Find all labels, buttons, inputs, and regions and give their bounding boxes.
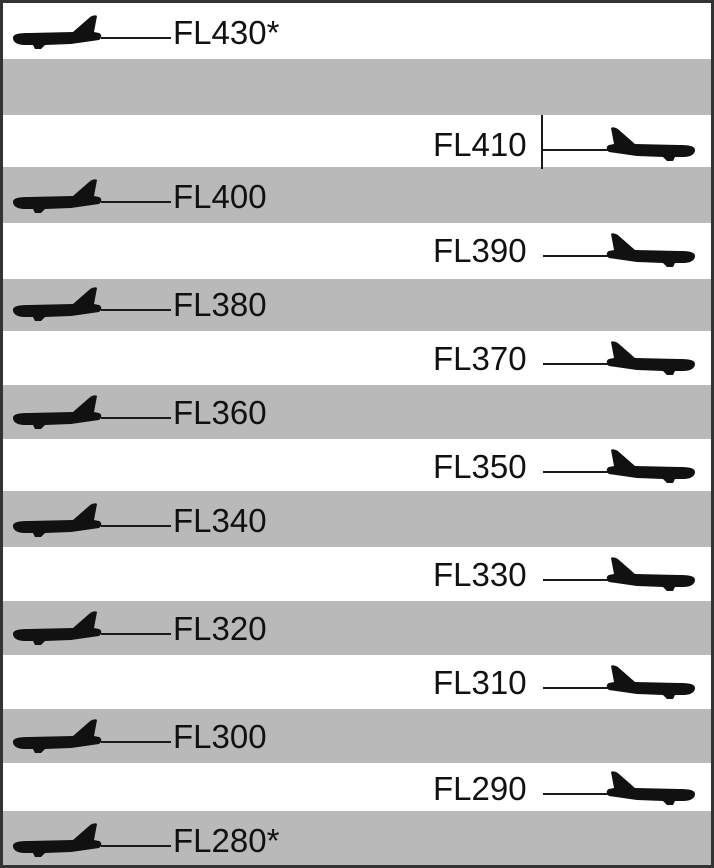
level-connector [101,201,171,203]
band-fl330 [3,547,711,601]
level-fl380: FL380 [3,275,711,329]
band-fl360 [3,385,711,439]
level-label: FL360 [173,394,267,431]
band-fl390 [3,223,711,279]
level-connector [543,149,613,151]
level-connector [101,309,171,311]
level-label: FL330 [433,556,527,593]
airplane-silhouette-icon [605,760,697,806]
level-label: FL390 [433,232,527,269]
level-label: FL430* [173,14,280,51]
level-label: FL350 [433,448,527,485]
level-label: FL300 [173,718,267,755]
level-connector [101,417,171,419]
band-fl370 [3,331,711,385]
airplane-silhouette-icon [11,168,103,214]
band-fl320 [3,601,711,655]
airplane-silhouette-icon [11,4,103,50]
band-fl300 [3,709,711,763]
level-fl390: FL390 [3,221,711,275]
level-connector [101,37,171,39]
airplane-silhouette-icon [605,330,697,376]
level-tick [541,115,543,169]
airplane-silhouette-icon [11,708,103,754]
band-fl410 [3,115,711,167]
band-fl400 [3,167,711,223]
level-fl370: FL370 [3,329,711,383]
band-fl310 [3,655,711,709]
airplane-silhouette-icon [11,384,103,430]
level-label: FL290 [433,770,527,807]
airplane-silhouette-icon [605,438,697,484]
level-fl280: FL280* [3,811,711,865]
level-fl310: FL310 [3,653,711,707]
level-connector [101,845,171,847]
level-connector [543,687,613,689]
level-fl430: FL430* [3,3,711,57]
level-connector [101,633,171,635]
level-label: FL310 [433,664,527,701]
airplane-silhouette-icon [605,116,697,162]
level-label: FL410 [433,126,527,163]
level-fl290: FL290 [3,759,711,813]
airplane-silhouette-icon [11,276,103,322]
band-fl430 [3,3,711,59]
level-label: FL400 [173,178,267,215]
level-label: FL320 [173,610,267,647]
level-fl350: FL350 [3,437,711,491]
level-label: FL340 [173,502,267,539]
level-connector [101,525,171,527]
band-fl340 [3,491,711,547]
airplane-silhouette-icon [11,492,103,538]
level-connector [543,255,613,257]
level-label: FL380 [173,286,267,323]
airplane-silhouette-icon [605,546,697,592]
airplane-silhouette-icon [605,654,697,700]
level-label: FL370 [433,340,527,377]
level-fl410: FL410 [3,115,711,169]
band-fl280 [3,811,711,865]
band-fl350 [3,439,711,491]
band-fl420 [3,59,711,115]
level-label: FL280* [173,822,280,859]
level-connector [101,741,171,743]
level-fl340: FL340 [3,491,711,545]
level-connector [543,363,613,365]
airplane-silhouette-icon [605,222,697,268]
level-fl330: FL330 [3,545,711,599]
level-fl320: FL320 [3,599,711,653]
airplane-silhouette-icon [11,600,103,646]
band-fl380 [3,279,711,331]
level-fl360: FL360 [3,383,711,437]
level-connector [543,793,613,795]
level-connector [543,579,613,581]
level-fl400: FL400 [3,167,711,221]
level-fl300: FL300 [3,707,711,761]
level-connector [543,471,613,473]
band-fl290 [3,763,711,811]
airplane-silhouette-icon [11,812,103,858]
